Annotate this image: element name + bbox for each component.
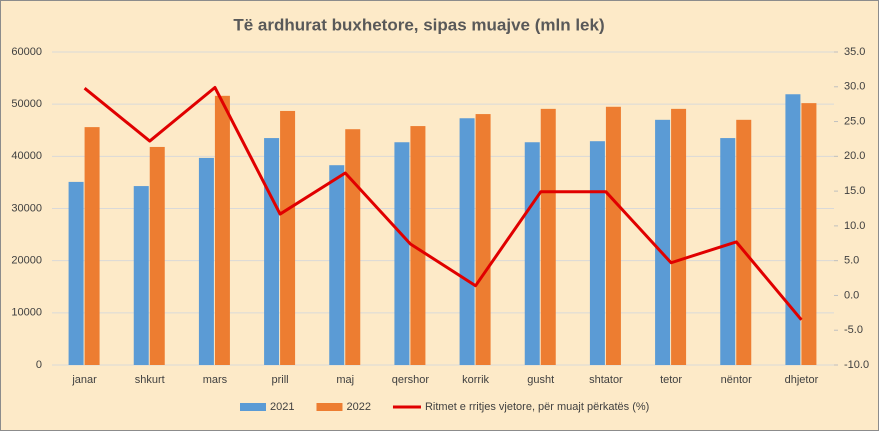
bar [68, 181, 84, 365]
y2-tick-label: 5.0 [844, 255, 859, 267]
x-tick-label: maj [336, 374, 354, 386]
bar [84, 127, 100, 366]
bar [720, 138, 736, 365]
y2-tick-label: 20.0 [844, 150, 865, 162]
bar [394, 142, 410, 365]
legend-swatch [316, 403, 343, 411]
chart-title: Të ardhurat buxhetore, sipas muajve (mln… [233, 15, 604, 34]
y-tick-label: 20000 [11, 255, 42, 267]
x-tick-label: janar [71, 374, 97, 386]
bar [785, 94, 801, 365]
x-tick-label: dhjetor [785, 374, 819, 386]
bar [198, 157, 214, 365]
y-tick-label: 50000 [11, 98, 42, 110]
y-tick-label: 40000 [11, 150, 42, 162]
y2-tick-label: 25.0 [844, 115, 865, 127]
bar [589, 141, 605, 365]
x-tick-label: prill [272, 374, 289, 386]
x-tick-label: shtator [589, 374, 623, 386]
y-tick-label: 0 [36, 359, 42, 371]
bar [524, 142, 540, 365]
bar [214, 95, 230, 365]
legend-label: 2022 [346, 401, 370, 413]
bar [671, 108, 687, 365]
bar [540, 108, 556, 365]
bar [280, 110, 296, 365]
y2-tick-label: 30.0 [844, 81, 865, 93]
legend-label: 2021 [270, 401, 294, 413]
y2-tick-label: -10.0 [844, 359, 869, 371]
bar [329, 165, 345, 365]
bar [459, 118, 475, 365]
y2-tick-label: -5.0 [844, 324, 863, 336]
bar [410, 126, 426, 366]
line [83, 85, 803, 321]
legend-label: Ritmet e rritjes vjetore, për muajt përk… [425, 401, 649, 413]
bar [149, 146, 165, 365]
x-tick-label: qershor [392, 374, 430, 386]
y2-tick-label: 35.0 [844, 46, 865, 58]
y2-tick-label: 0.0 [844, 289, 859, 301]
bar [655, 119, 671, 365]
bar [605, 106, 621, 366]
bar [801, 103, 817, 365]
bar [736, 119, 752, 365]
y2-tick-label: 10.0 [844, 220, 865, 232]
y2-tick-label: 15.0 [844, 185, 865, 197]
x-tick-label: shkurt [135, 374, 165, 386]
x-tick-label: nëntor [721, 374, 753, 386]
x-tick-label: mars [203, 374, 228, 386]
x-tick-label: gusht [527, 374, 554, 386]
bar [475, 114, 491, 365]
x-tick-label: korrik [462, 374, 489, 386]
legend-swatch [240, 403, 266, 411]
y-tick-label: 60000 [11, 46, 42, 58]
bar [133, 186, 149, 365]
bar [345, 129, 361, 365]
x-tick-label: tetor [660, 374, 682, 386]
y-tick-label: 10000 [11, 307, 42, 319]
y-tick-label: 30000 [11, 202, 42, 214]
bar [264, 138, 280, 365]
